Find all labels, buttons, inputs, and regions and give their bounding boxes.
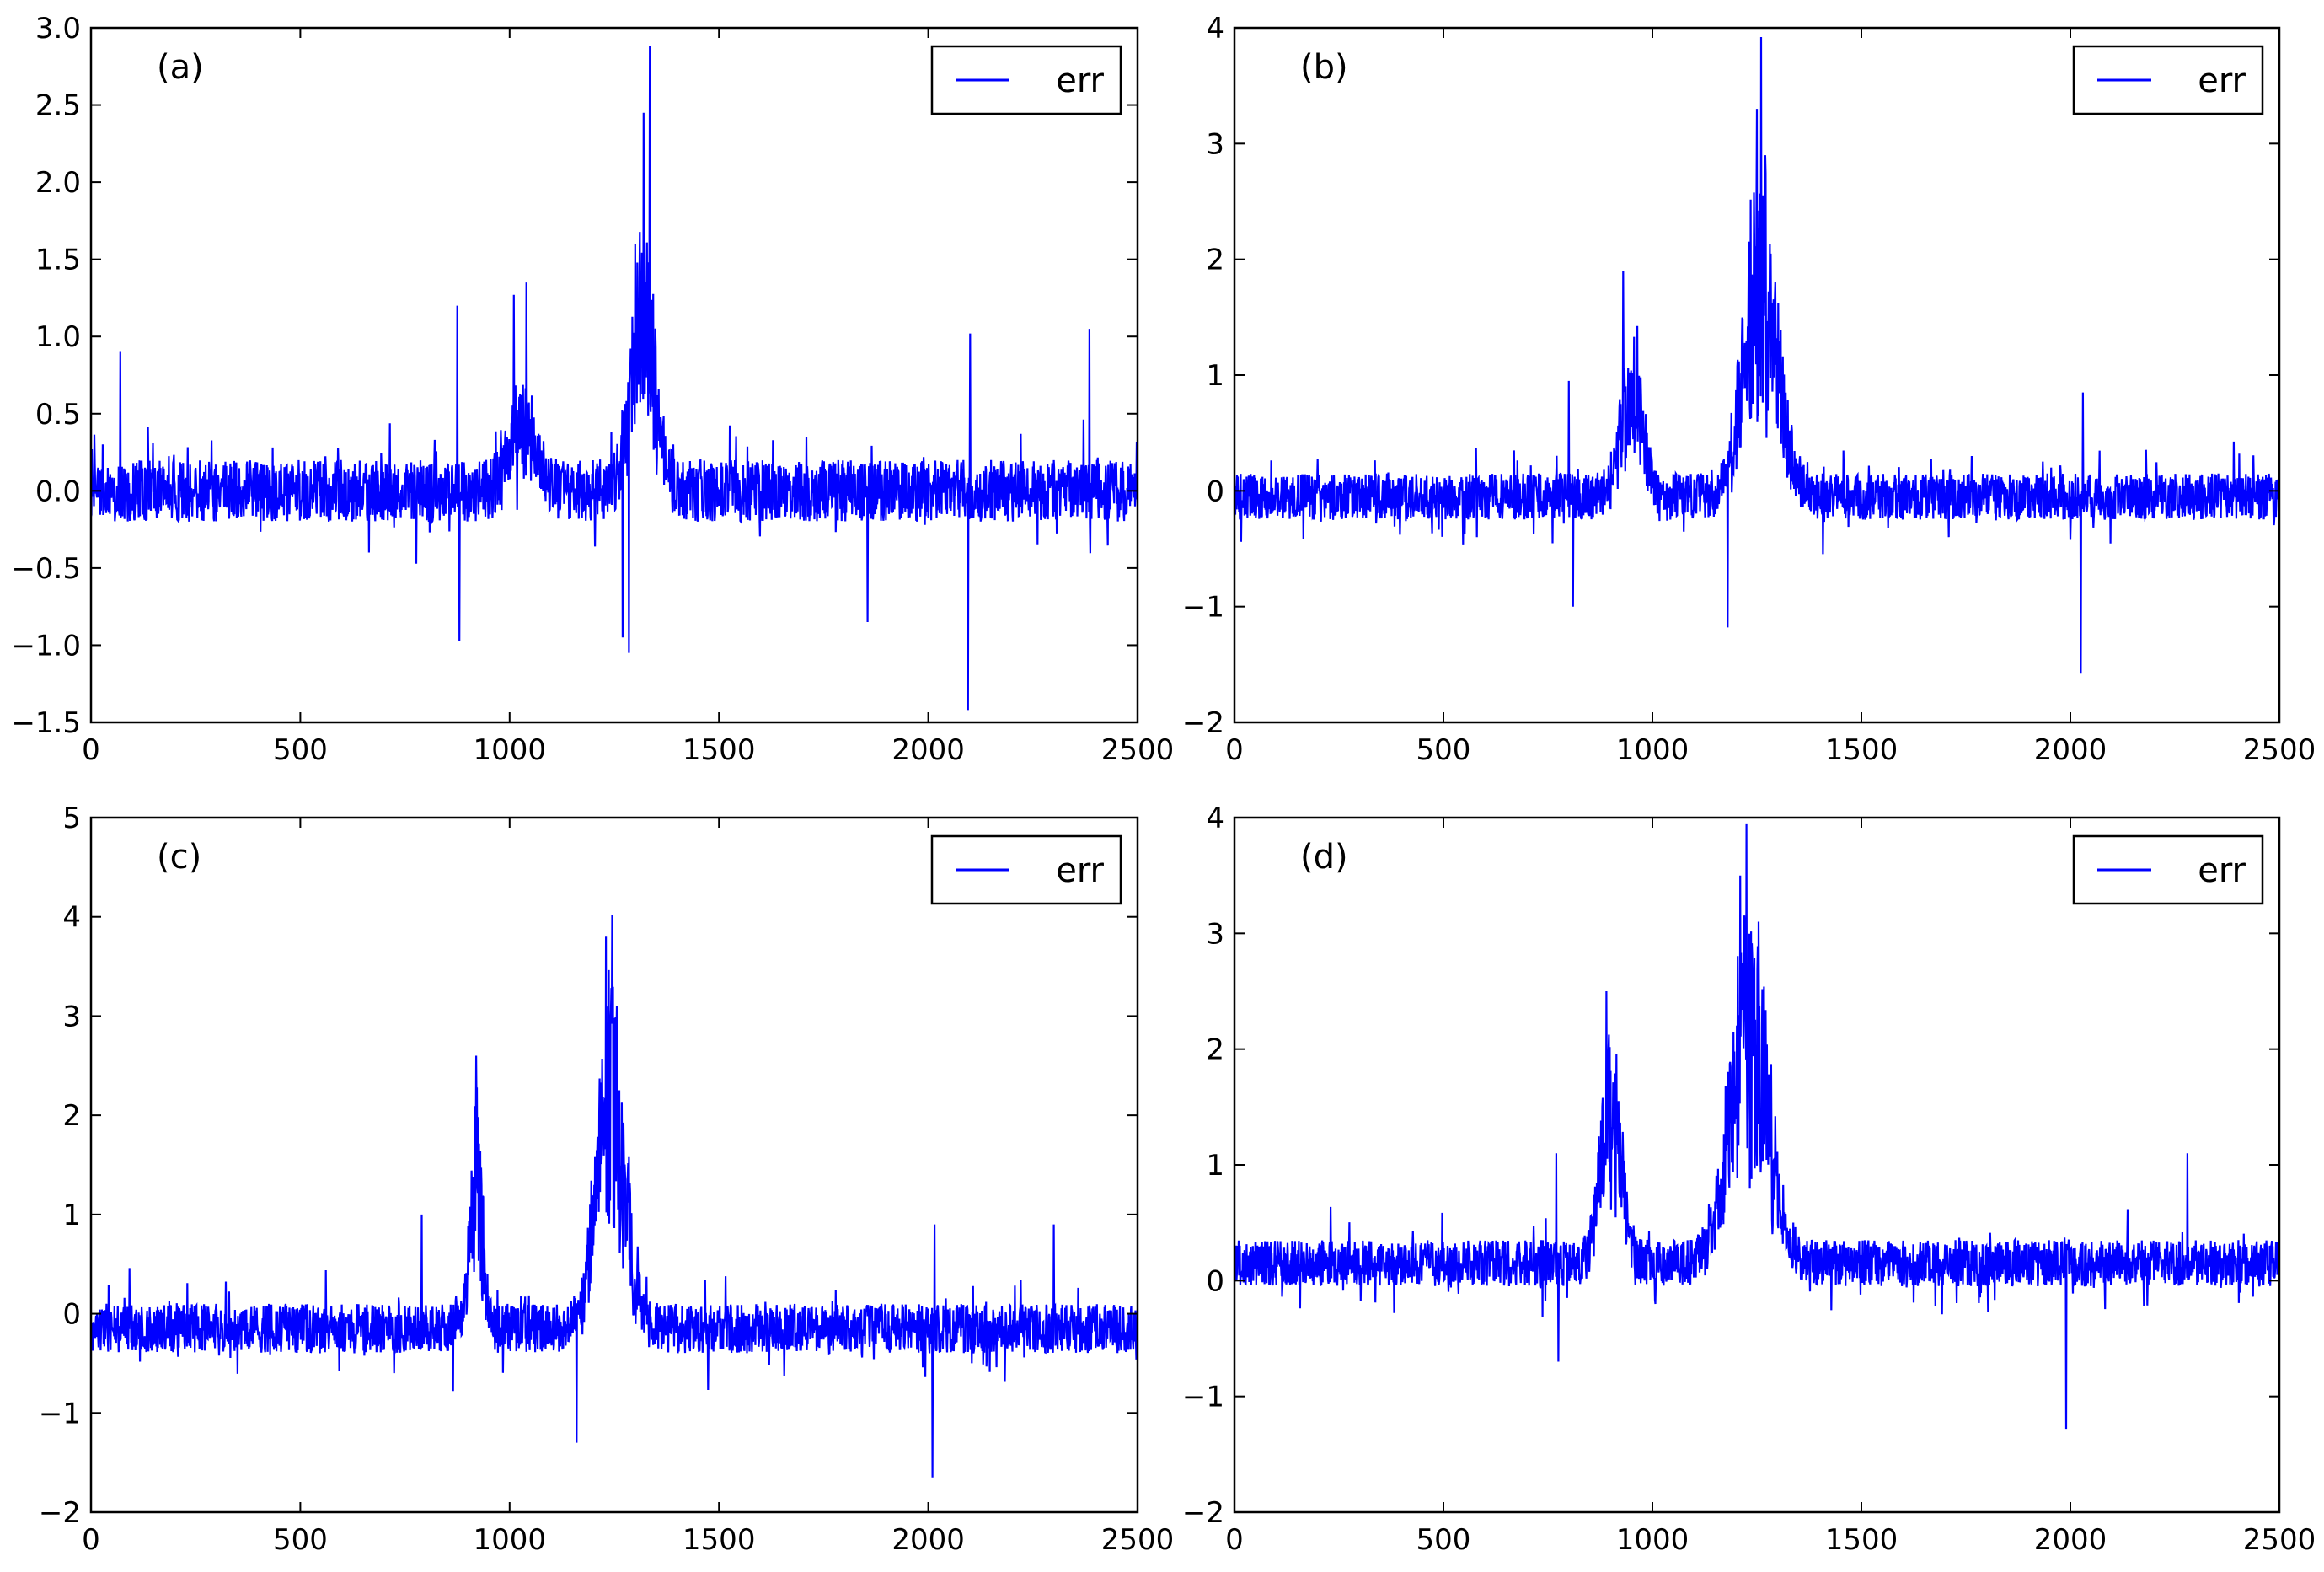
y-tick-label: −2 [1182,706,1224,740]
y-tick-label: 2 [1206,1033,1224,1067]
legend-box [930,834,1122,905]
y-tick-label: 3.0 [35,12,81,46]
y-tick-label: 2 [62,1099,81,1133]
y-tick-label: 3 [1206,127,1224,161]
x-tick-label: 1000 [474,733,547,767]
x-tick-label: 2500 [1101,1523,1175,1557]
x-tick-label: 2000 [892,733,965,767]
legend: err [2072,45,2264,115]
y-tick-label: 1.0 [35,320,81,354]
err-series-line [1234,823,2279,1430]
x-tick-label: 1000 [1616,733,1689,767]
legend: err [2072,834,2264,905]
y-tick-label: −1.0 [11,629,81,663]
x-tick-label: 0 [1225,733,1244,767]
legend-label: err [2198,851,2246,890]
y-tick-label: −1.5 [11,706,81,740]
y-tick-label: 2 [1206,244,1224,277]
y-tick-label: −2 [1182,1496,1224,1530]
x-tick-label: 0 [82,733,100,767]
y-tick-label: 0 [1206,1264,1224,1298]
y-tick-label: 3 [1206,917,1224,951]
y-tick-label: −2 [39,1496,81,1530]
legend-label: err [1056,851,1104,890]
panel-label: (a) [157,48,204,87]
legend-label: err [2198,62,2246,100]
x-tick-label: 1500 [1825,733,1898,767]
y-tick-label: 0 [62,1298,81,1332]
legend: err [930,834,1122,905]
x-tick-label: 500 [273,733,328,767]
panel-label: (d) [1300,838,1348,877]
x-tick-label: 2500 [2243,733,2316,767]
axes-frame [89,26,1139,724]
x-tick-label: 2500 [2243,1523,2316,1557]
x-tick-label: 0 [1225,1523,1244,1557]
y-tick-label: 1 [62,1199,81,1232]
y-tick-label: 0 [1206,475,1224,508]
y-tick-label: 4 [1206,802,1224,835]
chart-panel-3: 0 500 1000 1500 2000 2500 −2 −1 0 1 2 3 4 5 (c) err [39,802,1174,1557]
err-series-line [91,915,1138,1478]
legend-label: err [1056,62,1104,100]
y-tick-label: 1 [1206,359,1224,393]
x-tick-label: 500 [273,1523,328,1557]
y-tick-label: 2.0 [35,166,81,200]
y-tick-label: 1 [1206,1149,1224,1183]
x-tick-label: 2500 [1101,733,1175,767]
y-tick-label: −1 [1182,1381,1224,1414]
y-tick-label: −0.5 [11,552,81,586]
y-tick-label: 4 [62,901,81,935]
y-tick-label: −1 [39,1397,81,1430]
x-tick-label: 500 [1416,1523,1471,1557]
y-tick-label: 0.5 [35,398,81,432]
chart-panel-4: 0 500 1000 1500 2000 2500 −2 −1 0 1 2 3 4 (d) err [1182,802,2316,1557]
chart-panel-1: 0 500 1000 1500 2000 2500 −1.5 −1.0 −0.5 0.0 0.5 1.… [11,12,1174,767]
panel-label: (b) [1300,48,1348,87]
y-tick-label: 5 [62,802,81,835]
axes-frame [89,816,1139,1514]
y-tick-label: −1 [1182,591,1224,625]
x-tick-label: 1500 [1825,1523,1898,1557]
y-tick-label: 2.5 [35,89,81,123]
x-tick-label: 1000 [1616,1523,1689,1557]
x-tick-label: 2000 [892,1523,965,1557]
err-series-line [1234,36,2279,674]
x-tick-label: 1000 [474,1523,547,1557]
legend: err [930,45,1122,115]
y-tick-label: 3 [62,1000,81,1033]
panel-label: (c) [157,838,201,877]
chart-panel-2: 0 500 1000 1500 2000 2500 −2 −1 0 1 2 3 4 (b) err [1182,12,2316,767]
y-tick-label: 0.0 [35,475,81,508]
y-tick-label: 4 [1206,12,1224,46]
x-tick-label: 2000 [2034,733,2107,767]
x-tick-label: 1500 [683,1523,756,1557]
x-tick-label: 2000 [2034,1523,2107,1557]
x-tick-label: 0 [82,1523,100,1557]
y-tick-label: 1.5 [35,244,81,277]
err-series-line [91,46,1138,711]
x-tick-label: 500 [1416,733,1471,767]
x-tick-label: 1500 [683,733,756,767]
